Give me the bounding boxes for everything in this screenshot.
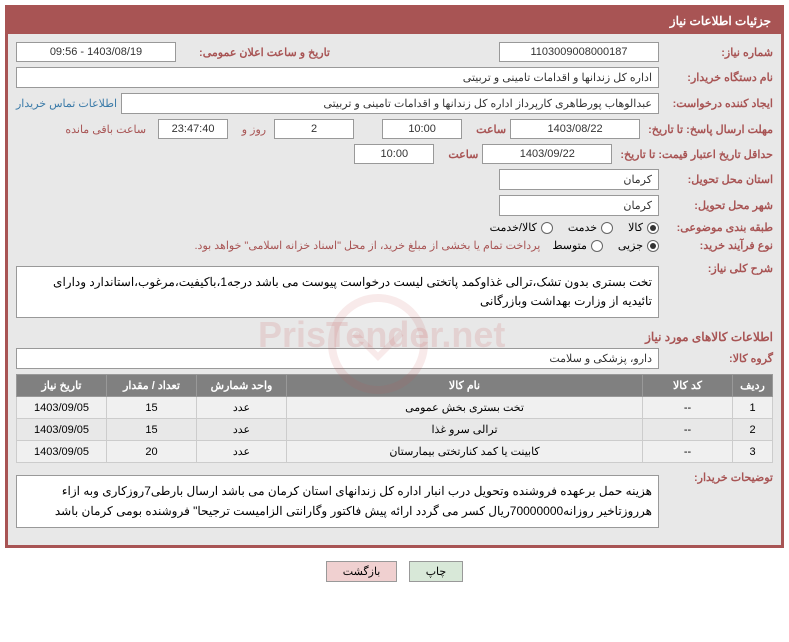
table-cell: 3 [733,441,773,463]
radio-gs-label: کالا/خدمت [490,221,537,234]
th-name: نام کالا [287,375,643,397]
radio-gs-circle [541,222,553,234]
table-header-row: ردیف کد کالا نام کالا واحد شمارش تعداد /… [17,375,773,397]
footer-buttons: چاپ بازگشت [0,553,789,590]
announce-date-label: تاریخ و ساعت اعلان عمومی: [180,46,330,59]
table-cell: 15 [107,397,197,419]
deadline-date: 1403/08/22 [510,119,640,139]
table-cell: عدد [197,397,287,419]
purchase-type-label: نوع فرآیند خرید: [663,239,773,252]
th-row: ردیف [733,375,773,397]
time-label-2: ساعت [438,148,478,161]
radio-partial-circle [647,240,659,252]
remaining-label: ساعت باقی مانده [65,123,146,136]
desc-text: تخت بستری بدون تشک،ترالی غذاوکمد پاتختی … [16,266,659,318]
buyer-notes-text: هزینه حمل برعهده فروشنده وتحویل درب انبا… [16,475,659,527]
row-goods-group: گروه کالا: دارو، پزشکی و سلامت [16,348,773,369]
buyer-org-label: نام دستگاه خریدار: [663,71,773,84]
main-container: جزئیات اطلاعات نیاز PrisTender.net شماره… [5,5,784,548]
row-province: استان محل تحویل: کرمان [16,169,773,190]
goods-info-title: اطلاعات کالاهای مورد نیاز [16,330,773,344]
announce-date-value: 1403/08/19 - 09:56 [16,42,176,62]
table-row: 1--تخت بستری بخش عمومیعدد151403/09/05 [17,397,773,419]
need-number-label: شماره نیاز: [663,46,773,59]
deadline-label: مهلت ارسال پاسخ: تا تاریخ: [644,123,773,136]
table-cell: 1403/09/05 [17,419,107,441]
row-requester: ایجاد کننده درخواست: عبدالوهاب پورطاهری … [16,93,773,114]
th-qty: تعداد / مقدار [107,375,197,397]
need-number-value: 1103009008000187 [499,42,659,62]
requester-label: ایجاد کننده درخواست: [663,97,773,110]
radio-service-circle [601,222,613,234]
table-row: 3--کابینت یا کمد کنارتختی بیمارستانعدد20… [17,441,773,463]
row-deadline: مهلت ارسال پاسخ: تا تاریخ: 1403/08/22 سا… [16,119,773,139]
desc-label: شرح کلی نیاز: [663,262,773,275]
buyer-org-value: اداره کل زندانها و اقدامات تامینی و تربی… [16,67,659,88]
table-cell: عدد [197,441,287,463]
purchase-note: پرداخت تمام یا بخشی از مبلغ خرید، از محل… [16,239,540,252]
table-cell: -- [643,397,733,419]
row-buyer-notes: توضیحات خریدار: هزینه حمل برعهده فروشنده… [16,471,773,531]
table-cell: 1403/09/05 [17,441,107,463]
content-area: PrisTender.net شماره نیاز: 1103009008000… [8,34,781,545]
validity-date: 1403/09/22 [482,144,612,164]
radio-service[interactable]: خدمت [568,221,613,234]
table-cell: -- [643,441,733,463]
city-label: شهر محل تحویل: [663,199,773,212]
table-row: 2--ترالی سرو غذاعدد151403/09/05 [17,419,773,441]
radio-goods-label: کالا [628,221,643,234]
category-label: طبقه بندی موضوعی: [663,221,773,234]
th-code: کد کالا [643,375,733,397]
days-and-label: روز و [236,123,266,136]
radio-service-label: خدمت [568,221,597,234]
radio-partial[interactable]: جزیی [618,239,659,252]
table-cell: 20 [107,441,197,463]
th-unit: واحد شمارش [197,375,287,397]
table-cell: کابینت یا کمد کنارتختی بیمارستان [287,441,643,463]
radio-goods[interactable]: کالا [628,221,659,234]
radio-medium[interactable]: متوسط [552,239,603,252]
row-description: شرح کلی نیاز: تخت بستری بدون تشک،ترالی غ… [16,262,773,322]
table-cell: 1 [733,397,773,419]
days-count: 2 [274,119,354,139]
table-cell: 1403/09/05 [17,397,107,419]
category-radio-group: کالا خدمت کالا/خدمت [490,221,659,234]
row-category: طبقه بندی موضوعی: کالا خدمت کالا/خدمت [16,221,773,234]
radio-goods-service[interactable]: کالا/خدمت [490,221,553,234]
radio-medium-circle [591,240,603,252]
row-purchase-type: نوع فرآیند خرید: جزیی متوسط پرداخت تمام … [16,239,773,252]
table-cell: تخت بستری بخش عمومی [287,397,643,419]
print-button[interactable]: چاپ [409,561,464,582]
table-cell: 15 [107,419,197,441]
deadline-time: 10:00 [382,119,462,139]
row-need-number: شماره نیاز: 1103009008000187 تاریخ و ساع… [16,42,773,62]
goods-group-label: گروه کالا: [663,352,773,365]
time-label-1: ساعت [466,123,506,136]
back-button[interactable]: بازگشت [326,561,398,582]
city-value: کرمان [499,195,659,216]
goods-table: ردیف کد کالا نام کالا واحد شمارش تعداد /… [16,374,773,463]
row-city: شهر محل تحویل: کرمان [16,195,773,216]
row-buyer-org: نام دستگاه خریدار: اداره کل زندانها و اق… [16,67,773,88]
row-validity: حداقل تاریخ اعتبار قیمت: تا تاریخ: 1403/… [16,144,773,164]
countdown: 23:47:40 [158,119,228,139]
purchase-type-group: جزیی متوسط [552,239,659,252]
validity-time: 10:00 [354,144,434,164]
th-date: تاریخ نیاز [17,375,107,397]
radio-medium-label: متوسط [552,239,587,252]
contact-link[interactable]: اطلاعات تماس خریدار [16,97,117,110]
buyer-notes-label: توضیحات خریدار: [663,471,773,484]
province-label: استان محل تحویل: [663,173,773,186]
goods-group-value: دارو، پزشکی و سلامت [16,348,659,369]
table-cell: -- [643,419,733,441]
table-cell: عدد [197,419,287,441]
province-value: کرمان [499,169,659,190]
validity-label: حداقل تاریخ اعتبار قیمت: تا تاریخ: [616,148,773,161]
table-cell: 2 [733,419,773,441]
radio-goods-circle [647,222,659,234]
radio-partial-label: جزیی [618,239,643,252]
requester-value: عبدالوهاب پورطاهری کارپرداز اداره کل زند… [121,93,659,114]
header-title: جزئیات اطلاعات نیاز [8,8,781,34]
table-cell: ترالی سرو غذا [287,419,643,441]
